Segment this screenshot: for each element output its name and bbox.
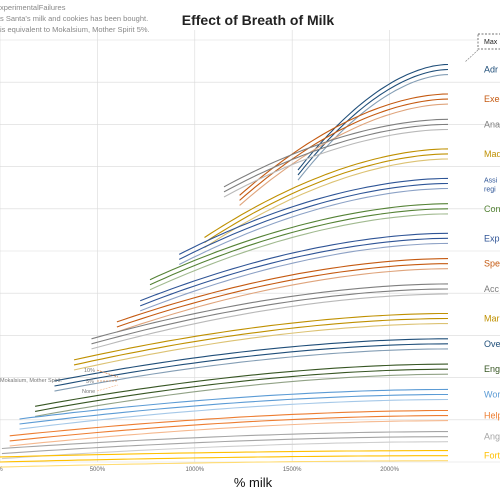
series-line-ana [223,123,449,193]
series-line-wor [19,393,448,425]
series-line-eng [35,363,449,407]
series-line-exp [140,237,449,307]
series-line-spe [116,258,449,323]
series-label: Ove [484,339,500,349]
series-line-con [149,213,449,291]
x-axis-label: % milk [234,475,273,490]
mokalsium-level-5: 5% [86,379,94,385]
x-tick-label: 500% [90,467,106,473]
note-line-3: is equivalent to Mokalsium, Mother Spiri… [0,25,150,34]
series-lines [0,63,449,468]
series-line-wor [19,388,449,420]
series-line-ang [1,436,448,455]
series-line-spe [116,263,448,328]
series-line-acc [91,288,449,345]
series-line-ana [223,128,449,198]
series-label: Acc [484,284,500,294]
series-line-fort [0,450,448,458]
series-line-help [9,409,448,437]
note-line-2: s Santa's milk and cookies has been boug… [0,14,148,23]
series-label: Eng [484,364,500,374]
mokalsium-arrow-none [96,384,119,392]
series-line-mar [73,312,448,361]
x-tick-labels: % 500% 1000% 1500% 2000% [0,467,400,473]
series-line-ang [1,431,448,450]
series-line-fort [0,455,448,463]
series-line-ove [54,348,449,392]
note-line-1: xperimentalFailures [0,3,66,12]
series-line-assi-regi [178,182,449,260]
x-tick-label: 2000% [380,467,399,473]
series-line-acc [91,293,449,350]
series-label: Ana [484,119,500,129]
series-label: Mad [484,149,500,159]
series-line-adr [297,74,449,181]
series-line-mad [204,148,449,238]
series-line-ove [54,343,449,387]
max-callout-arrow [464,49,479,63]
max-callout-label: Max [484,39,498,46]
series-label: Spe [484,259,500,269]
mokalsium-callout: Mokalsium, Mother Spirit: 10% 5% None [0,368,119,395]
series-line-assi-regi [178,187,449,265]
series-line-assi-regi [178,177,449,255]
x-tick-label: % [0,467,3,473]
series-label: Exec [484,94,500,104]
series-line-wor [19,398,449,430]
series-label: Ang [484,432,500,442]
series-line-ang [1,441,449,460]
x-tick-label: 1500% [283,467,302,473]
series-line-eng [35,373,449,417]
series-line-fort [0,460,448,468]
series-label: Help [484,411,500,421]
series-line-mad [204,153,449,244]
series-line-spe [116,268,449,333]
series-line-mad [204,158,449,249]
series-label: Mar [484,314,500,324]
series-line-adr [297,68,449,176]
series-line-mar [73,317,449,366]
mokalsium-level-none: None [82,389,95,395]
series-line-eng [35,368,448,412]
series-label: Wor [484,389,500,399]
series-line-mar [73,323,448,371]
series-line-ana [223,118,449,188]
series-line-exec [239,103,449,206]
series-label: Fort [484,451,500,461]
mokalsium-key-label: Mokalsium, Mother Spirit: [0,378,63,384]
chart-title: Effect of Breath of Milk [182,12,335,28]
series-label: Con [484,204,500,214]
max-callout-box [477,33,500,50]
series-label: Adr [484,65,498,75]
x-tick-label: 1000% [185,467,204,473]
series-line-acc [91,283,449,340]
series-label: Assi regi [484,177,498,193]
mokalsium-level-10: 10% [84,368,95,374]
series-line-exp [140,232,449,302]
series-label: Exp [484,233,500,243]
series-line-help [9,415,448,442]
max-callout: Max [464,33,500,63]
series-line-adr [297,63,449,171]
series-line-con [149,203,449,281]
series-line-help [9,420,449,447]
series-line-exp [140,242,449,312]
gridlines [0,30,500,463]
series-line-con [149,208,449,286]
series-line-ove [54,338,448,382]
mokalsium-arrow-10 [96,369,119,378]
